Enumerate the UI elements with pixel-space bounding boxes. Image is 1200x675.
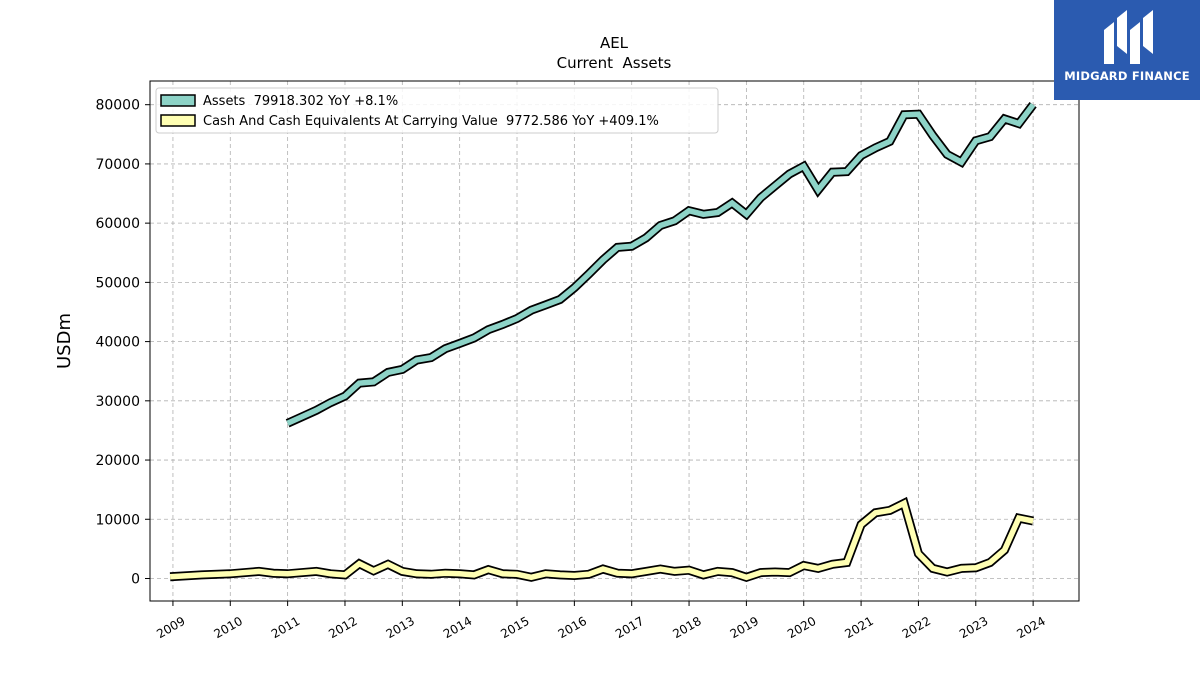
y-tick-label: 10000 xyxy=(95,512,140,528)
y-tick-label: 20000 xyxy=(95,453,140,469)
series-line-1 xyxy=(169,499,1034,581)
plot-frame xyxy=(149,80,1080,602)
chart-title: AEL xyxy=(600,34,629,52)
legend-swatch-cash xyxy=(160,114,196,127)
brand-logo: MIDGARD FINANCE xyxy=(1054,0,1200,100)
y-tick-label: 30000 xyxy=(95,394,140,410)
y-tick-label: 60000 xyxy=(95,216,140,232)
legend-label-assets: Assets 79918.302 YoY +8.1% xyxy=(203,94,398,109)
x-tick-label: 2015 xyxy=(498,614,531,641)
y-tick-label: 80000 xyxy=(95,98,140,114)
y-tick-label: 0 xyxy=(131,571,140,587)
x-axis: 2009 2010 2011 2012 2013 2014 2015 2016 2017 2018… xyxy=(154,601,1048,641)
y-axis-label: USDm xyxy=(54,313,75,369)
x-tick-label: 2009 xyxy=(154,614,187,641)
x-tick-label: 2019 xyxy=(728,614,761,641)
y-tick-label: 40000 xyxy=(95,335,140,351)
y-tick-label: 50000 xyxy=(95,275,140,291)
chart-subtitle: Current Assets xyxy=(557,54,672,72)
x-tick-label: 2020 xyxy=(785,614,818,641)
x-tick-label: 2023 xyxy=(957,614,990,641)
midgard-logo-icon xyxy=(1104,10,1153,64)
legend-swatch-assets xyxy=(160,94,196,107)
x-tick-label: 2013 xyxy=(384,614,417,641)
legend-box xyxy=(155,87,719,134)
x-tick-label: 2024 xyxy=(1014,614,1047,641)
x-tick-label: 2010 xyxy=(212,614,245,641)
x-tick-label: 2018 xyxy=(670,614,703,641)
legend: Assets 79918.302 YoY +8.1% Cash And Cash… xyxy=(155,87,719,134)
series-outline-1 xyxy=(169,496,1034,583)
x-tick-label: 2022 xyxy=(900,614,933,641)
x-tick-label: 2017 xyxy=(613,614,646,641)
x-tick-label: 2021 xyxy=(842,614,875,641)
series-outline-0 xyxy=(285,101,1037,428)
series-line-0 xyxy=(286,103,1036,426)
x-tick-label: 2011 xyxy=(269,614,302,641)
x-tick-label: 2016 xyxy=(556,614,589,641)
y-axis: 0 10000 20000 30000 40000 50000 60000 70000 8000… xyxy=(95,98,150,587)
grid-lines xyxy=(150,81,1079,601)
legend-label-cash: Cash And Cash Equivalents At Carrying Va… xyxy=(203,114,659,129)
x-tick-label: 2012 xyxy=(326,614,359,641)
y-tick-label: 70000 xyxy=(95,157,140,173)
series-lines xyxy=(169,101,1037,583)
x-tick-label: 2014 xyxy=(441,614,474,641)
brand-name: MIDGARD FINANCE xyxy=(1064,69,1190,83)
